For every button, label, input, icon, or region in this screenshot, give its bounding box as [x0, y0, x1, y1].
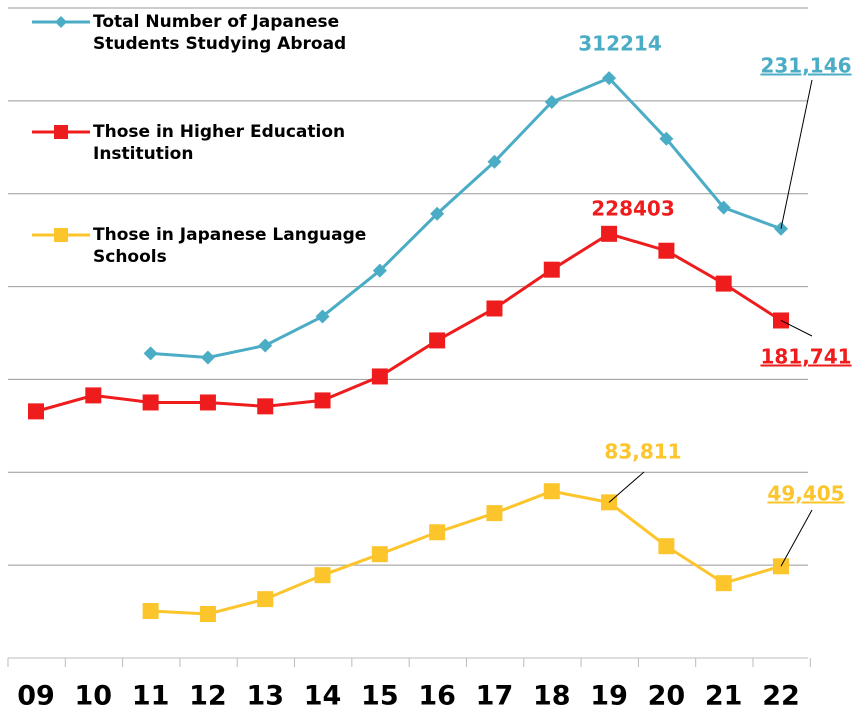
marker	[200, 394, 216, 410]
marker	[258, 338, 272, 352]
x-tick-label: 19	[590, 681, 628, 712]
x-tick-label: 14	[304, 681, 342, 712]
marker	[716, 575, 732, 591]
x-tick-label: 22	[762, 681, 800, 712]
x-tick-label: 17	[476, 681, 514, 712]
marker	[486, 505, 502, 521]
x-tick-label: 20	[648, 681, 686, 712]
x-tick-label: 16	[418, 681, 456, 712]
marker	[144, 346, 158, 360]
marker	[200, 606, 216, 622]
legend-label: Total Number of Japanese Students Studyi…	[93, 11, 393, 55]
marker	[315, 567, 331, 583]
x-tick-label: 12	[189, 681, 227, 712]
marker	[716, 276, 732, 292]
marker	[544, 262, 560, 278]
x-tick-label: 10	[75, 681, 113, 712]
legend-marker	[55, 16, 67, 28]
marker	[658, 243, 674, 259]
data-label: 312214	[578, 32, 662, 56]
marker	[429, 524, 445, 540]
legend-marker	[54, 228, 68, 242]
x-tick-label: 13	[246, 681, 284, 712]
marker	[372, 368, 388, 384]
marker	[429, 332, 445, 348]
marker	[372, 546, 388, 562]
chart: 09 10 11 12 13 14 15 16 17 18 19 20 21 22 312214 231,14…	[0, 0, 866, 714]
legend-marker	[54, 125, 68, 139]
data-label: 231,146	[760, 54, 851, 78]
marker	[201, 351, 215, 365]
data-label: 228403	[591, 197, 675, 221]
marker	[544, 483, 560, 499]
marker	[85, 387, 101, 403]
marker	[315, 392, 331, 408]
data-label: 83,811	[604, 440, 681, 464]
marker	[601, 226, 617, 242]
x-tick-label: 18	[533, 681, 571, 712]
marker	[257, 591, 273, 607]
leader-line	[781, 510, 812, 566]
x-tick-label: 15	[361, 681, 399, 712]
series-line	[151, 491, 781, 614]
marker	[143, 394, 159, 410]
marker	[28, 403, 44, 419]
legend-label: Those in Higher Education Institution	[93, 121, 393, 165]
legend-label: Those in Japanese Language Schools	[93, 224, 393, 268]
data-label: 49,405	[767, 482, 844, 506]
leader-line	[609, 472, 644, 502]
data-label: 181,741	[760, 345, 851, 369]
x-tick-label: 09	[17, 681, 55, 712]
leader-line	[781, 80, 812, 229]
marker	[486, 300, 502, 316]
marker	[143, 603, 159, 619]
marker	[658, 538, 674, 554]
x-tick-label: 11	[132, 681, 170, 712]
marker	[257, 398, 273, 414]
x-tick-label: 21	[705, 681, 743, 712]
chart-svg: 09 10 11 12 13 14 15 16 17 18 19 20 21 22 312214 231,14…	[0, 0, 866, 714]
